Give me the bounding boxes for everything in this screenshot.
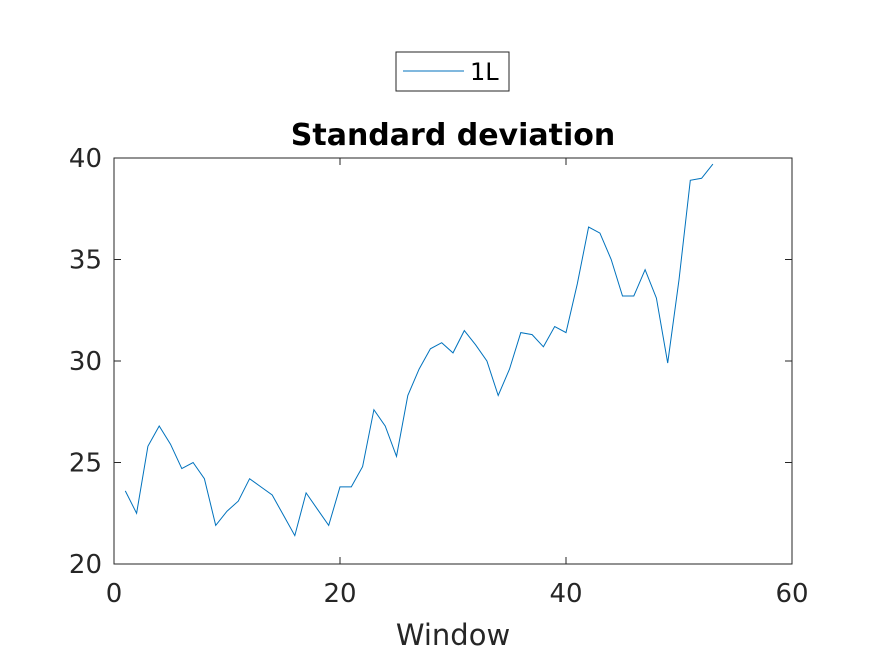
x-tick-label: 0 — [106, 579, 123, 609]
legend: 1L — [395, 51, 510, 92]
x-tick-label: 40 — [549, 579, 582, 609]
x-tick-label: 20 — [323, 579, 356, 609]
y-tick-label: 25 — [69, 449, 102, 479]
chart-title: Standard deviation — [291, 118, 615, 153]
y-tick-label: 35 — [69, 246, 102, 276]
y-tick-label: 20 — [69, 550, 102, 580]
y-tick-label: 40 — [69, 144, 102, 174]
x-tick-label: 60 — [775, 579, 808, 609]
legend-label-1L: 1L — [470, 58, 499, 86]
plot-layer — [124, 163, 714, 537]
series-line-1L — [124, 163, 714, 537]
y-tick-label: 30 — [69, 347, 102, 377]
x-axis-label: Window — [396, 618, 510, 652]
